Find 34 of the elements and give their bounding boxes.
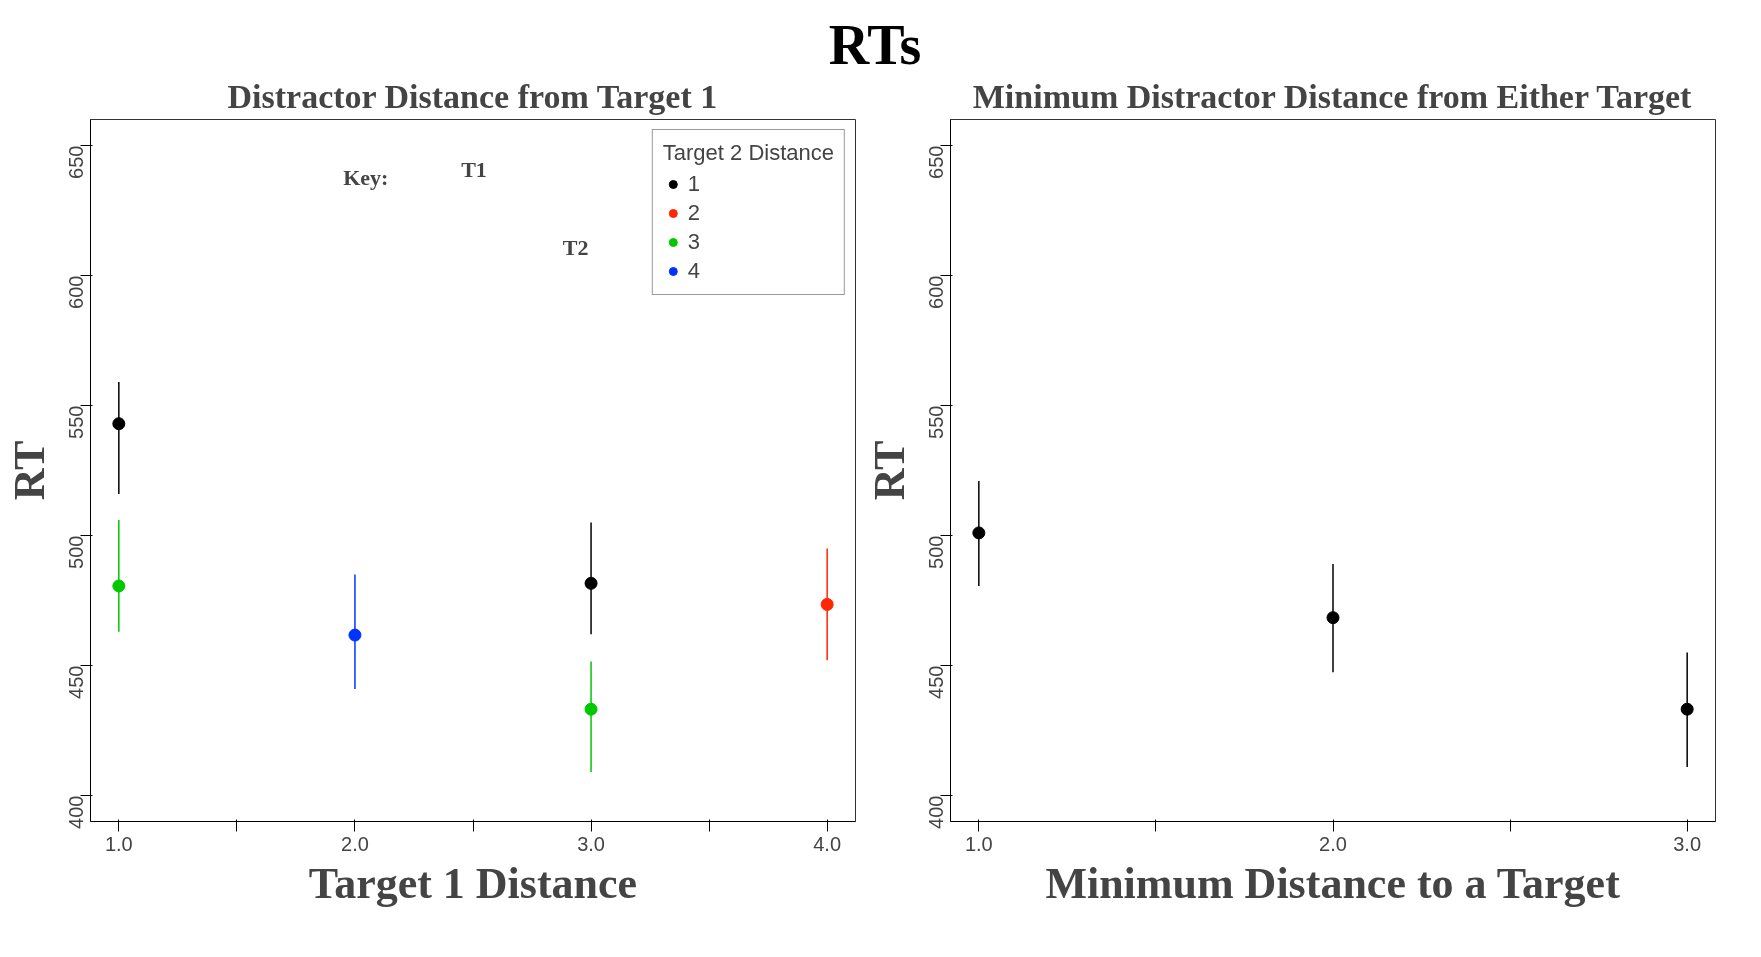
chart-title: RTs xyxy=(828,13,922,78)
x-tick-label: 3.0 xyxy=(1673,832,1702,855)
y-axis-title: RT xyxy=(4,440,54,501)
chart-subtitle: Minimum Distractor Distance from Either Target xyxy=(972,77,1693,115)
legend-label: 4 xyxy=(687,258,702,284)
annotation: Key: xyxy=(343,164,389,190)
x-tick-label: 1.0 xyxy=(964,832,993,855)
y-tick-label: 550 xyxy=(64,405,87,439)
y-tick-label: 400 xyxy=(64,795,87,829)
y-tick-label: 500 xyxy=(924,535,947,569)
x-tick-label: 3.0 xyxy=(577,832,605,855)
x-axis-title: Minimum Distance to a Target xyxy=(1045,858,1621,908)
y-tick-label: 600 xyxy=(924,275,947,309)
chart-subtitle: Distractor Distance from Target 1 xyxy=(227,77,718,115)
x-axis-title: Target 1 Distance xyxy=(308,858,638,908)
y-tick-label: 600 xyxy=(64,275,87,309)
y-tick-label: 450 xyxy=(924,665,947,699)
y-axis-title: RT xyxy=(864,440,914,501)
legend-title: Target 2 Distance xyxy=(662,140,834,166)
y-tick-label: 450 xyxy=(64,665,87,699)
x-tick-label: 2.0 xyxy=(341,832,369,855)
legend-label: 2 xyxy=(687,200,702,226)
y-tick-label: 650 xyxy=(64,145,87,179)
x-tick-label: 1.0 xyxy=(104,832,133,855)
annotation: T1 xyxy=(461,156,487,182)
x-tick-label: 2.0 xyxy=(1319,832,1347,855)
y-tick-label: 500 xyxy=(64,535,87,569)
y-tick-label: 550 xyxy=(924,405,947,439)
annotation: T2 xyxy=(562,234,589,260)
y-tick-label: 650 xyxy=(924,145,947,179)
legend-label: 3 xyxy=(687,229,702,255)
x-tick-label: 4.0 xyxy=(813,832,842,855)
legend-label: 1 xyxy=(687,171,702,197)
y-tick-label: 400 xyxy=(924,795,947,829)
